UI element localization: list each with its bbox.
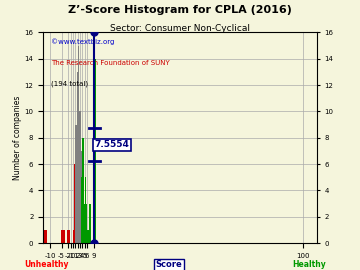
Text: Z’-Score Histogram for CPLA (2016): Z’-Score Histogram for CPLA (2016) [68,5,292,15]
Bar [84,204,85,243]
Bar [77,72,78,243]
Bar [74,164,75,243]
Bar [75,124,76,243]
Bar [83,138,84,243]
Bar [73,230,74,243]
Bar [67,230,69,243]
Text: ©www.textbiz.org: ©www.textbiz.org [51,39,115,45]
Bar [63,230,65,243]
Text: Score: Score [156,260,183,269]
Text: (194 total): (194 total) [51,81,89,87]
Bar [60,230,63,243]
Bar [78,46,80,243]
Bar [87,230,89,243]
Bar [81,177,82,243]
Bar [86,204,87,243]
Text: Sector: Consumer Non-Cyclical: Sector: Consumer Non-Cyclical [110,24,250,33]
Bar [44,230,46,243]
Text: Healthy: Healthy [293,260,327,269]
Text: Unhealthy: Unhealthy [24,260,69,269]
Bar [93,59,96,243]
Bar [82,138,83,243]
Y-axis label: Number of companies: Number of companies [13,96,22,180]
Bar [76,124,77,243]
Bar [85,177,86,243]
Bar [81,151,82,243]
Bar [80,111,81,243]
Text: The Research Foundation of SUNY: The Research Foundation of SUNY [51,60,170,66]
Bar [89,204,91,243]
Bar [75,124,76,243]
Text: 7.5554: 7.5554 [95,140,130,149]
Bar [76,190,77,243]
